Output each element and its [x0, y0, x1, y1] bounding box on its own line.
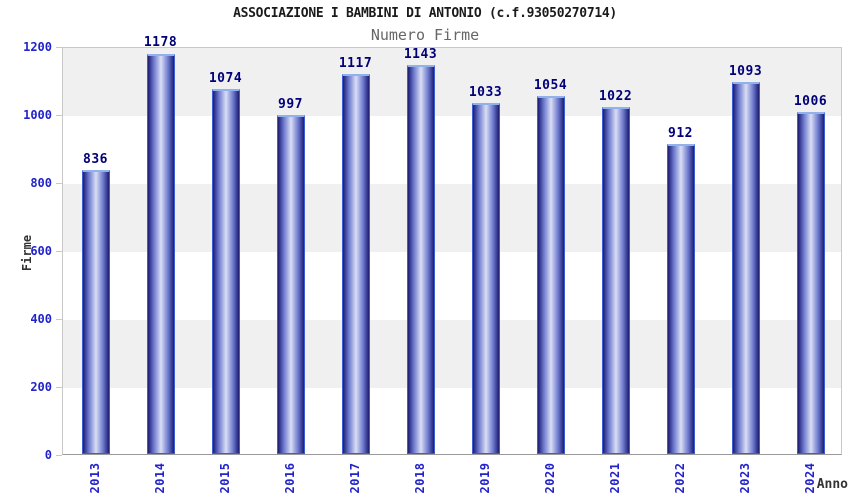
bar [601, 106, 630, 454]
bar [276, 115, 305, 454]
y-tick-label: 400 [30, 312, 52, 326]
x-axis-title: Anno [816, 477, 848, 492]
bar-value-label: 1006 [793, 93, 828, 109]
y-tick-label: 200 [30, 380, 52, 394]
x-tick-label: 2015 [217, 462, 232, 494]
bar [341, 74, 370, 454]
chart-title: ASSOCIAZIONE I BAMBINI DI ANTONIO (c.f.9… [233, 6, 617, 21]
x-tick-label: 2018 [412, 462, 427, 494]
bar [406, 65, 435, 454]
x-tick-label: 2023 [737, 462, 752, 494]
bar [536, 95, 565, 454]
y-tick-mark [56, 455, 62, 456]
bar-value-label: 912 [668, 125, 693, 141]
x-tick-label: 2024 [802, 462, 817, 494]
y-tick-label: 0 [44, 448, 52, 462]
bar [666, 143, 695, 454]
y-tick-mark [56, 115, 62, 116]
y-tick-mark [56, 47, 62, 48]
plot-area: 836 1178 1074 997 1117 1143 1033 1054 1022 912 109… [62, 36, 842, 455]
y-tick-mark [56, 183, 62, 184]
bar-value-label: 1117 [338, 56, 373, 72]
bar [731, 82, 760, 454]
bar [146, 53, 175, 454]
bar-value-label: 997 [278, 97, 303, 113]
bar [796, 112, 825, 454]
x-tick-label: 2014 [152, 462, 167, 494]
chart-subtitle: Numero Firme [370, 26, 480, 44]
bar-value-label: 1054 [533, 77, 568, 93]
y-tick-mark [56, 387, 62, 388]
bar-value-label: 1093 [728, 64, 763, 80]
y-tick-mark [56, 319, 62, 320]
bar-value-label: 1033 [468, 84, 503, 100]
bar-value-label: 1074 [208, 70, 243, 86]
bar-value-label: 1143 [403, 47, 438, 63]
y-tick-label: 1000 [23, 108, 52, 122]
y-tick-label: 800 [30, 176, 52, 190]
x-tick-label: 2021 [607, 462, 622, 494]
y-tick-mark [56, 251, 62, 252]
x-tick-label: 2016 [282, 462, 297, 494]
bar [471, 102, 500, 454]
bar-value-label: 1022 [598, 88, 633, 104]
bar [211, 88, 240, 454]
x-tick-label: 2019 [477, 462, 492, 494]
bar-value-label: 1178 [143, 35, 178, 51]
bar [81, 169, 110, 454]
bar-value-label: 836 [83, 151, 108, 167]
x-tick-label: 2020 [542, 462, 557, 494]
x-tick-label: 2017 [347, 462, 362, 494]
x-tick-label: 2022 [672, 462, 687, 494]
y-tick-label: 600 [30, 244, 52, 258]
y-tick-label: 1200 [23, 40, 52, 54]
x-tick-label: 2013 [87, 462, 102, 494]
